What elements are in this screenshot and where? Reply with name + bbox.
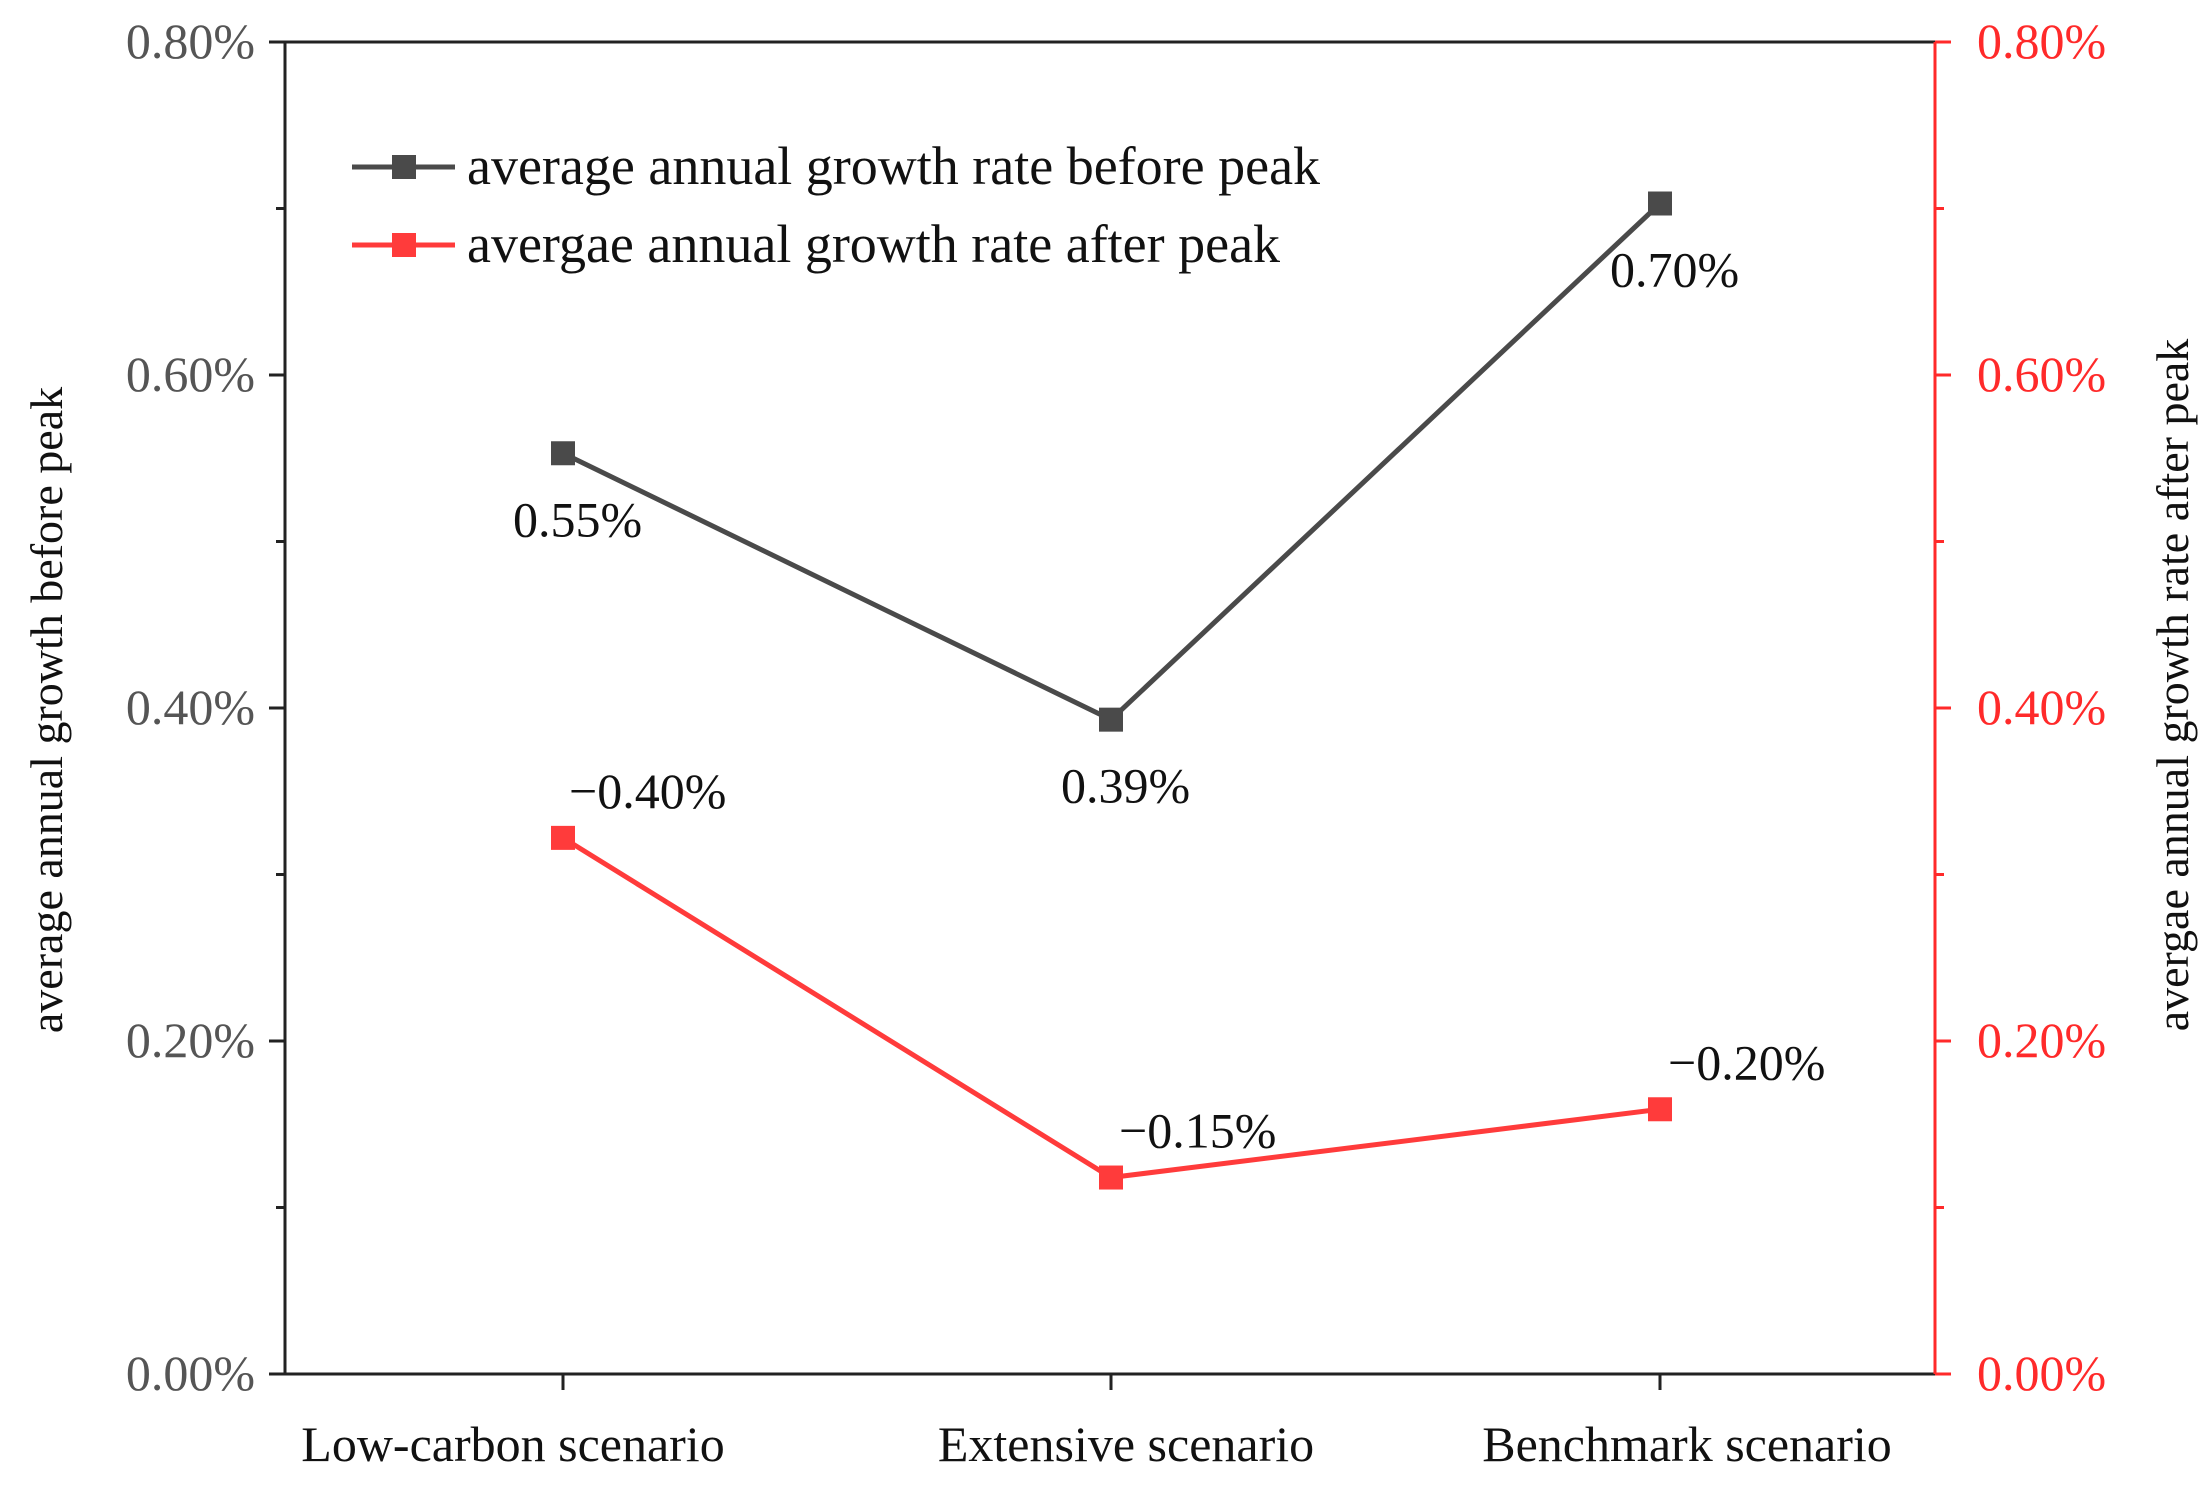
data-point bbox=[1099, 707, 1123, 732]
x-category-label: Benchmark scenario bbox=[1482, 1416, 1892, 1472]
left-tick-label: 0.20% bbox=[126, 1012, 255, 1068]
right-tick-label: 0.00% bbox=[1977, 1345, 2106, 1401]
data-label: −0.15% bbox=[1119, 1103, 1276, 1159]
legend-label-before-peak: average annual growth rate before peak bbox=[467, 136, 1320, 196]
left-tick-label: 0.00% bbox=[126, 1345, 255, 1401]
data-point bbox=[551, 441, 575, 466]
data-point bbox=[551, 825, 575, 850]
left-axis-ticks: 0.00% 0.20% 0.40% 0.60% 0.80% bbox=[126, 13, 285, 1401]
series-line bbox=[561, 835, 1661, 1181]
data-label: 0.70% bbox=[1610, 242, 1739, 298]
right-tick-label: 0.80% bbox=[1977, 13, 2106, 69]
right-tick-label: 0.20% bbox=[1977, 1012, 2106, 1068]
legend: average annual growth rate before peak a… bbox=[352, 136, 1320, 274]
legend-marker-after-peak bbox=[392, 233, 416, 257]
left-tick-label: 0.80% bbox=[126, 13, 255, 69]
right-axis-ticks: 0.00% 0.20% 0.40% 0.60% 0.80% bbox=[1935, 13, 2106, 1401]
data-point bbox=[1648, 191, 1672, 216]
x-category-label: Extensive scenario bbox=[938, 1416, 1314, 1472]
left-tick-label: 0.40% bbox=[126, 679, 255, 735]
data-label: −0.40% bbox=[569, 763, 726, 819]
data-label: −0.20% bbox=[1668, 1034, 1825, 1090]
legend-marker-before-peak bbox=[392, 155, 416, 179]
data-point bbox=[1099, 1165, 1123, 1190]
right-tick-label: 0.40% bbox=[1977, 679, 2106, 735]
data-point bbox=[1648, 1097, 1672, 1122]
right-tick-label: 0.60% bbox=[1977, 346, 2106, 402]
legend-label-after-peak: avergae annual growth rate after peak bbox=[467, 214, 1280, 274]
left-axis-title: average annual growth before peak bbox=[21, 387, 72, 1033]
data-label: 0.55% bbox=[513, 491, 642, 547]
right-axis-title: avergae annual growth rate after peak bbox=[2147, 339, 2198, 1032]
left-tick-label: 0.60% bbox=[126, 346, 255, 402]
x-category-label: Low-carbon scenario bbox=[301, 1416, 724, 1472]
x-axis-ticks: Low-carbon scenario Extensive scenario Ben… bbox=[301, 1374, 1892, 1472]
data-label: 0.39% bbox=[1061, 758, 1190, 814]
series-line bbox=[561, 201, 1662, 723]
series-layer: 0.55% 0.39% 0.70% −0.40% −0.15% −0.20% bbox=[513, 191, 1825, 1190]
